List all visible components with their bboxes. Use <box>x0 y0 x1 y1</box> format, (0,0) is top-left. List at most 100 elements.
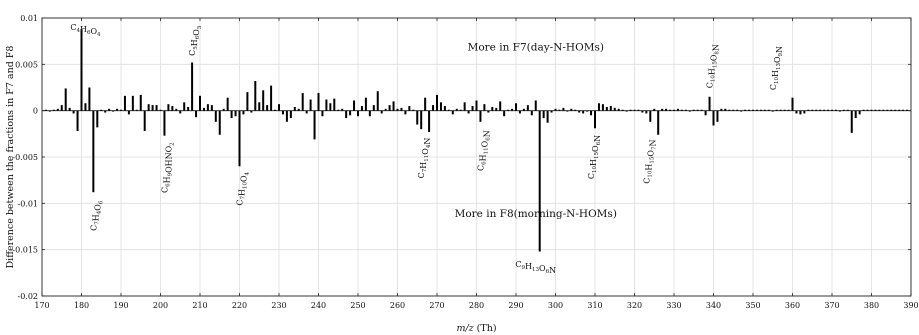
bar <box>645 110 648 114</box>
bar <box>629 109 632 111</box>
bar <box>744 109 747 111</box>
formula-element: C <box>476 165 485 171</box>
bar <box>432 105 435 111</box>
formula-element: O <box>539 264 546 273</box>
formula-element: C <box>89 225 98 231</box>
bar <box>621 109 624 111</box>
bar <box>305 110 308 114</box>
peak-label: C6H9OHNO2 <box>160 142 175 193</box>
bar <box>894 109 897 111</box>
formula-element: O <box>192 29 201 36</box>
bar <box>127 110 130 115</box>
bar <box>297 108 300 111</box>
bar <box>76 110 79 132</box>
bar <box>661 108 664 111</box>
bar <box>827 109 830 111</box>
formula-subscript: 4 <box>426 144 432 148</box>
x-tick-label: 180 <box>74 301 89 310</box>
bar <box>112 110 115 112</box>
bar <box>673 109 675 111</box>
data-bars <box>44 29 909 252</box>
bar <box>345 110 348 119</box>
bar <box>206 104 209 111</box>
formula-subscript: 15 <box>649 156 655 163</box>
bar <box>724 108 727 111</box>
bar <box>56 108 59 111</box>
formula-element: H <box>91 214 100 221</box>
bar <box>439 102 442 111</box>
formula-subscript: 10 <box>711 75 717 82</box>
bar <box>357 110 359 117</box>
bar <box>819 109 822 111</box>
x-tick-label: 220 <box>232 301 247 310</box>
bar <box>274 109 277 111</box>
bar <box>866 109 869 111</box>
formula-element: C <box>160 187 169 193</box>
formula-subscript: 6 <box>485 137 491 141</box>
bar <box>787 109 790 111</box>
x-tick-label: 310 <box>587 301 602 310</box>
bar <box>424 97 427 111</box>
bar <box>376 91 379 111</box>
bar <box>416 110 419 125</box>
bar <box>131 95 134 111</box>
bar <box>637 109 640 111</box>
bar <box>736 109 739 111</box>
bar <box>633 109 636 111</box>
bar <box>858 110 861 115</box>
formula-subscript: 4 <box>97 32 101 38</box>
peak-label: C6H11O6N <box>476 130 491 171</box>
bar <box>199 95 201 111</box>
bar <box>408 106 411 111</box>
x-tick-label: 230 <box>271 301 286 310</box>
bar <box>590 110 593 116</box>
bar <box>716 110 719 122</box>
bar <box>451 110 454 115</box>
formula-subscript: 9 <box>167 172 173 176</box>
bar <box>676 108 679 111</box>
y-axis-label: Difference between the fractions in F7 a… <box>5 46 16 269</box>
y-tick-label: -0.01 <box>17 199 38 208</box>
bar <box>68 107 71 111</box>
formula-subscript: 6 <box>481 161 487 165</box>
bar <box>116 108 119 111</box>
bar <box>732 109 735 111</box>
peak-label: C4H6O4 <box>70 23 101 38</box>
bar <box>511 108 514 111</box>
bar <box>443 106 446 111</box>
bar <box>396 108 399 111</box>
bar <box>597 103 600 111</box>
bar <box>657 110 660 135</box>
bar <box>108 108 111 111</box>
bar <box>605 106 608 111</box>
bar <box>748 109 751 111</box>
formula-element: H <box>771 70 780 77</box>
bar <box>688 110 691 112</box>
bar <box>341 108 344 111</box>
formula-subscript: 7 <box>422 168 428 172</box>
bar <box>467 110 470 114</box>
bar <box>230 110 233 119</box>
formula-element: C <box>417 172 426 178</box>
x-axis-label: m/z (Th) <box>456 323 496 334</box>
bar <box>487 110 490 113</box>
bar <box>613 107 616 111</box>
bar <box>649 110 652 122</box>
bar <box>692 109 695 111</box>
x-tick-label: 290 <box>508 301 523 310</box>
x-tick-label: 320 <box>627 301 642 310</box>
bar <box>854 110 857 119</box>
bar <box>574 109 577 111</box>
bar <box>515 103 517 111</box>
x-tick-label: 250 <box>350 301 365 310</box>
bar <box>720 108 723 111</box>
x-tick-label: 210 <box>192 301 207 310</box>
bar <box>293 106 296 111</box>
bar <box>546 110 549 123</box>
bar <box>135 109 138 111</box>
bar <box>281 110 284 115</box>
bar <box>388 105 391 111</box>
bar <box>123 95 126 111</box>
bar <box>586 110 589 112</box>
bar <box>151 105 154 111</box>
